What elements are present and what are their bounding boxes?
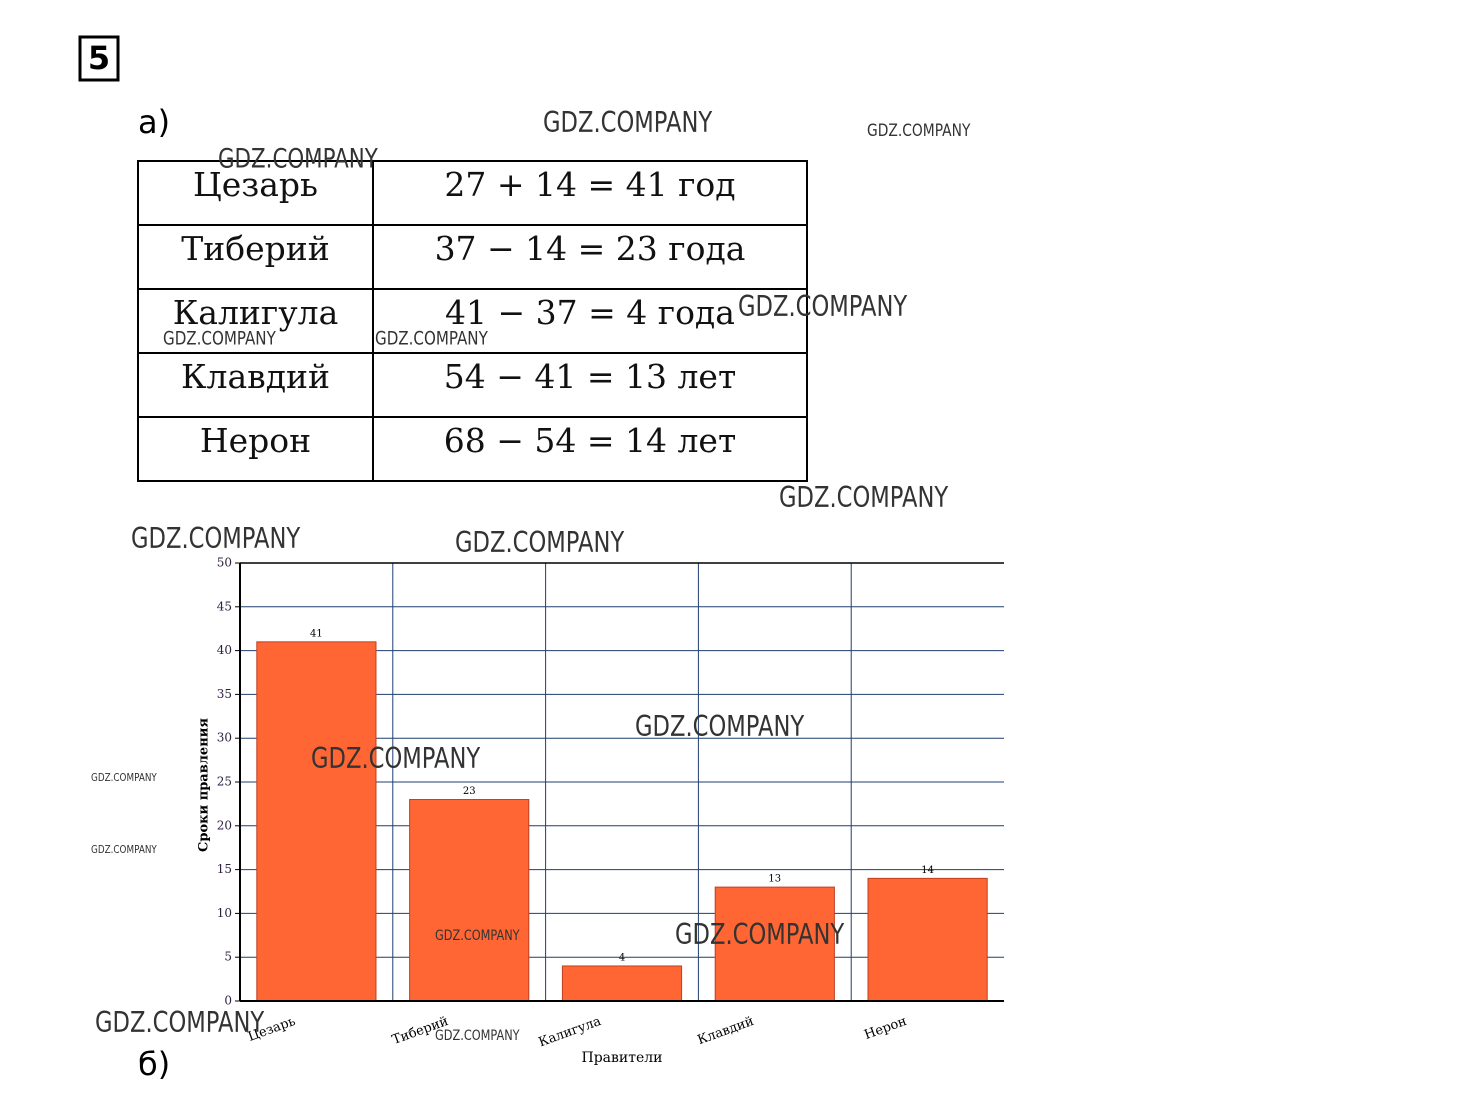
watermark: GDZ.COMPANY bbox=[455, 526, 625, 559]
watermark: GDZ.COMPANY bbox=[218, 144, 378, 175]
watermark: GDZ.COMPANY bbox=[95, 1006, 265, 1039]
data-label: 23 bbox=[463, 786, 476, 797]
x-tick-label: Калигула bbox=[537, 1014, 604, 1050]
watermark: GDZ.COMPANY bbox=[163, 329, 276, 350]
table-cell: 37 − 14 = 23 года bbox=[435, 229, 746, 268]
x-axis-label: Правители bbox=[582, 1050, 663, 1066]
table-cell: 54 − 41 = 13 лет bbox=[444, 357, 736, 396]
watermark: GDZ.COMPANY bbox=[675, 918, 845, 951]
data-label: 14 bbox=[921, 865, 934, 876]
number-box bbox=[78, 35, 120, 82]
x-tick-label: Клавдий bbox=[696, 1014, 756, 1048]
watermark: GDZ.COMPANY bbox=[543, 106, 713, 139]
bar bbox=[867, 877, 988, 1002]
chart: 0510152025303540455041Цезарь23Тиберий4Ка… bbox=[197, 556, 1004, 1066]
y-tick-label: 0 bbox=[224, 994, 232, 1008]
part-label: б) bbox=[138, 1045, 170, 1083]
watermark: GDZ.COMPANY bbox=[635, 710, 805, 743]
table-cell: Тиберий bbox=[181, 229, 330, 268]
bar bbox=[256, 641, 377, 1002]
table-cell: Калигула bbox=[173, 293, 339, 332]
data-label: 4 bbox=[619, 952, 625, 963]
watermark: GDZ.COMPANY bbox=[91, 843, 157, 856]
table: Цезарь 27 + 14 = 41 год Тиберий 37 − 14 = 2… bbox=[137, 160, 808, 482]
table-border bbox=[137, 160, 808, 482]
y-tick-label: 5 bbox=[224, 950, 232, 964]
bar bbox=[561, 965, 683, 1002]
table-cell: 68 − 54 = 14 лет bbox=[444, 421, 736, 460]
watermark: GDZ.COMPANY bbox=[435, 1028, 520, 1044]
x-tick-label: Нерон bbox=[862, 1014, 908, 1043]
watermark: GDZ.COMPANY bbox=[91, 771, 157, 784]
watermark: GDZ.COMPANY bbox=[311, 742, 481, 775]
watermark: GDZ.COMPANY bbox=[131, 522, 301, 555]
watermark: GDZ.COMPANY bbox=[375, 329, 488, 350]
table-cell: Клавдий bbox=[181, 357, 330, 396]
y-tick-label: 30 bbox=[217, 731, 232, 745]
part-label: а) bbox=[138, 103, 170, 141]
y-tick-label: 35 bbox=[217, 687, 232, 701]
y-tick-label: 45 bbox=[217, 599, 232, 613]
bar bbox=[409, 799, 530, 1002]
y-tick-label: 25 bbox=[217, 775, 232, 789]
y-tick-label: 40 bbox=[217, 643, 232, 657]
watermark: GDZ.COMPANY bbox=[738, 290, 908, 323]
table-cell: Нерон bbox=[200, 421, 311, 460]
bar bbox=[714, 886, 835, 1002]
y-tick-label: 50 bbox=[217, 556, 232, 570]
table-cell: 41 − 37 = 4 года bbox=[445, 293, 735, 332]
y-axis-label: Сроки правления bbox=[197, 718, 212, 852]
watermarks: GDZ.COMPANY GDZ.COMPANY GDZ.COMPANY GDZ.COM… bbox=[91, 106, 971, 1044]
y-tick-label: 10 bbox=[217, 906, 232, 920]
data-label: 13 bbox=[768, 874, 781, 885]
table-cell: Цезарь bbox=[193, 165, 318, 204]
watermark: GDZ.COMPANY bbox=[867, 121, 971, 141]
y-tick-label: 15 bbox=[217, 862, 232, 876]
problem-number: 5 bbox=[88, 39, 110, 77]
watermark: GDZ.COMPANY bbox=[435, 928, 520, 944]
watermark: GDZ.COMPANY bbox=[779, 481, 949, 514]
y-tick-label: 20 bbox=[217, 818, 232, 832]
table-cell: 27 + 14 = 41 год bbox=[444, 165, 735, 204]
data-label: 41 bbox=[310, 628, 323, 639]
